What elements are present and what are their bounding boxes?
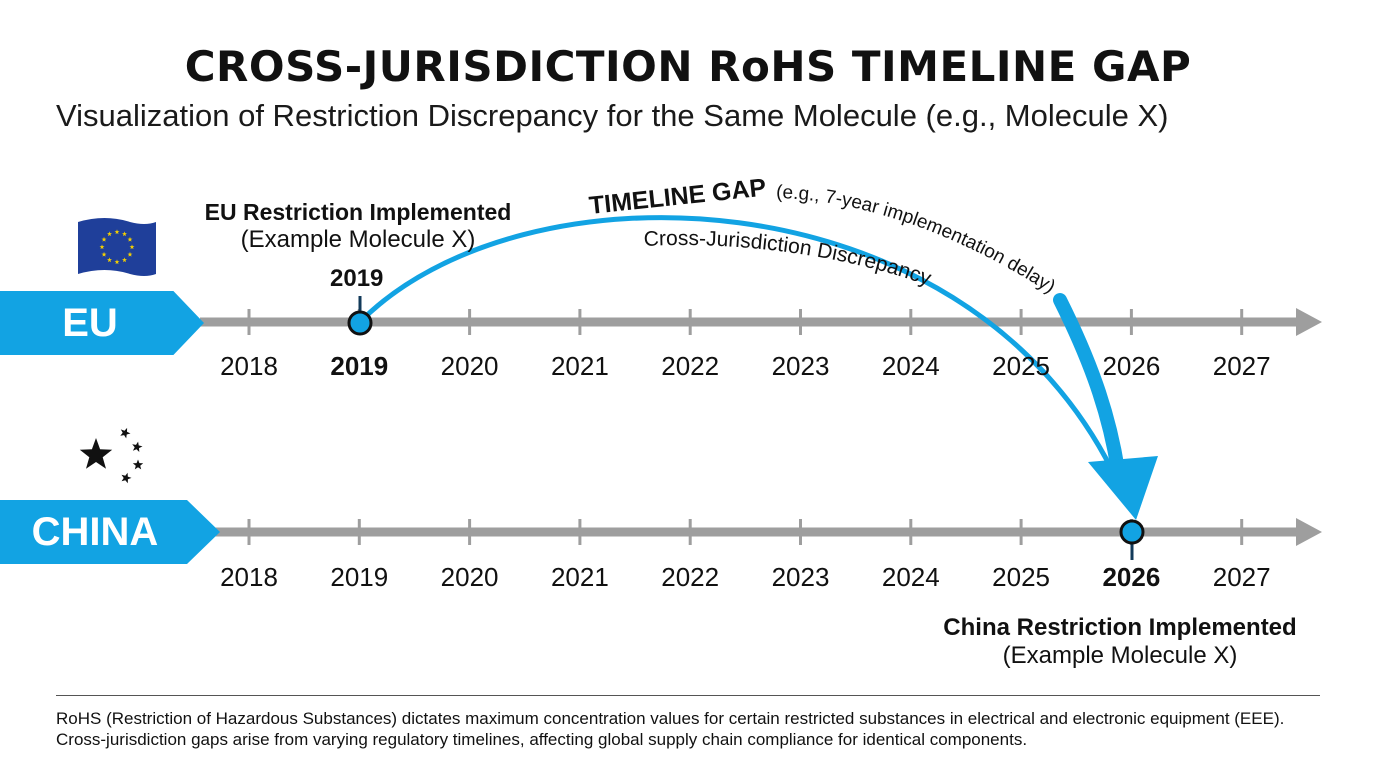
eu-flag-star — [107, 257, 112, 263]
eu-marker-year: 2019 — [330, 265, 384, 292]
footer-note: RoHS (Restriction of Hazardous Substance… — [56, 708, 1356, 750]
china-timeline-axis — [214, 518, 1322, 546]
eu-flag-star — [122, 231, 127, 237]
footer-line-1: RoHS (Restriction of Hazardous Substance… — [56, 709, 1285, 728]
eu-year-2025: 2025 — [992, 351, 1051, 381]
eu-flag-star — [129, 244, 135, 250]
eu-flag-star — [127, 236, 133, 242]
eu-callout-sub: (Example Molecule X) — [240, 226, 476, 253]
page-subtitle: Visualization of Restriction Discrepancy… — [56, 98, 1169, 133]
eu-flag-star — [114, 259, 120, 265]
china-callout-sub: (Example Molecule X) — [1002, 642, 1238, 669]
eu-flag-star — [114, 229, 120, 235]
eu-year-2022: 2022 — [661, 351, 720, 381]
eu-flag-icon — [78, 218, 156, 276]
eu-year-2024: 2024 — [881, 351, 940, 381]
gap-discrepancy-text: Cross-Jurisdiction Discrepancy — [643, 227, 934, 290]
eu-flag-star — [107, 231, 112, 237]
china-year-2023: 2023 — [771, 562, 830, 592]
china-year-2020: 2020 — [440, 562, 499, 592]
gap-discrepancy-label: Cross-Jurisdiction Discrepancy — [643, 227, 934, 290]
china-year-2018: 2018 — [220, 562, 278, 592]
eu-year-2020: 2020 — [440, 351, 499, 381]
eu-year-2026: 2026 — [1102, 351, 1161, 381]
china-year-2026: 2026 — [1102, 562, 1161, 592]
eu-event-marker — [347, 296, 373, 336]
china-callout: China Restriction Implemented (Example M… — [930, 614, 1310, 670]
china-lane-label: CHINA — [0, 500, 220, 564]
china-callout-head: China Restriction Implemented — [943, 614, 1297, 641]
eu-flag-star — [101, 251, 107, 257]
eu-year-2018: 2018 — [220, 351, 278, 381]
eu-lane-label: EU — [0, 291, 204, 355]
timeline-gap-arrow — [358, 215, 1158, 520]
eu-year-2027: 2027 — [1212, 351, 1271, 381]
china-year-2022: 2022 — [661, 562, 720, 592]
eu-flag-star — [101, 236, 107, 242]
page-title: CROSS-JURISDICTION RoHS TIMELINE GAP — [184, 42, 1192, 91]
eu-flag-star — [99, 244, 105, 250]
china-year-2024: 2024 — [881, 562, 940, 592]
eu-year-2023: 2023 — [771, 351, 830, 381]
footer-divider — [56, 695, 1320, 696]
china-year-2019: 2019 — [330, 562, 389, 592]
eu-flag-star — [122, 257, 127, 263]
eu-year-2021: 2021 — [550, 351, 609, 381]
china-event-marker — [1119, 519, 1145, 560]
china-year-2025: 2025 — [992, 562, 1051, 592]
eu-year-2019: 2019 — [330, 351, 389, 381]
gap-head-label: TIMELINE GAP — [588, 174, 768, 220]
china-stars-icon — [79, 427, 144, 484]
eu-callout: EU Restriction Implemented (Example Mole… — [198, 199, 518, 254]
china-year-2021: 2021 — [550, 562, 609, 592]
eu-callout-head: EU Restriction Implemented — [204, 199, 512, 225]
china-year-2027: 2027 — [1212, 562, 1271, 592]
eu-flag-star — [127, 251, 133, 257]
footer-line-2: Cross-jurisdiction gaps arise from varyi… — [56, 730, 1028, 749]
